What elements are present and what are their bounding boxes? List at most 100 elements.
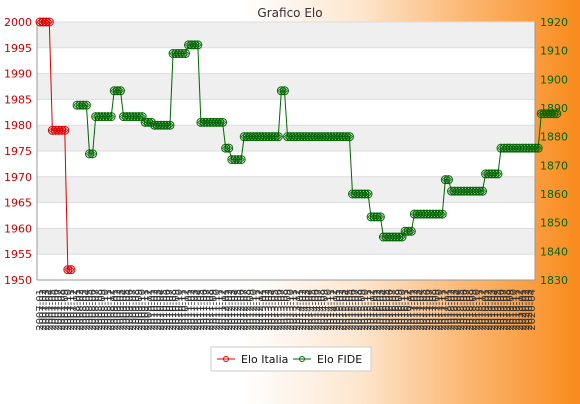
series-elo-fide-point xyxy=(422,209,432,219)
series-elo-fide-point xyxy=(149,120,159,130)
left-tick-label: 1950 xyxy=(4,274,32,287)
series-elo-italia-point xyxy=(38,17,48,27)
series-elo-fide-point xyxy=(505,143,515,153)
series-elo-fide-point xyxy=(323,132,333,142)
series-elo-italia-point xyxy=(60,125,70,135)
x-tick-label: 2013-01 xyxy=(258,289,269,331)
series-elo-fide-point xyxy=(190,40,200,50)
x-tick-label: 2015-12 xyxy=(366,289,377,331)
series-elo-fide-point xyxy=(499,143,509,153)
x-tick-label: 2018-04 xyxy=(453,289,464,331)
series-elo-fide-point xyxy=(174,49,184,59)
series-elo-fide-point xyxy=(270,132,280,142)
x-tick-label: 2008-11 xyxy=(103,289,114,331)
x-tick-label: 2019-05 xyxy=(493,289,504,331)
x-tick-label: 2014-06 xyxy=(310,289,321,331)
x-tick-label: 2008-03 xyxy=(78,289,89,331)
right-tick-label: 1910 xyxy=(540,45,568,58)
left-tick-label: 1965 xyxy=(4,197,32,210)
series-elo-italia-point xyxy=(63,265,73,275)
x-tick-label: 2015-02 xyxy=(335,289,346,331)
series-elo-fide-point xyxy=(372,212,382,222)
x-tick-label: 2008-06 xyxy=(88,289,99,331)
series-elo-fide-point xyxy=(443,175,453,185)
series-elo-fide-point xyxy=(258,132,268,142)
series-elo-fide-marker xyxy=(438,210,446,218)
x-tick-label: 2020-03 xyxy=(524,289,535,331)
series-elo-fide-point xyxy=(214,117,224,127)
series-elo-fide-point xyxy=(366,212,376,222)
series-elo-fide-point xyxy=(252,132,262,142)
series-elo-fide-point xyxy=(431,209,441,219)
series-elo-fide-point xyxy=(354,189,364,199)
legend-label: Elo Italia xyxy=(241,353,288,366)
series-elo-fide-marker xyxy=(345,133,353,141)
x-tick-label: 2013-02 xyxy=(261,289,272,331)
series-elo-fide-point xyxy=(326,132,336,142)
x-tick-label: 2013-06 xyxy=(273,289,284,331)
x-tick-label: 2009-09 xyxy=(134,289,145,331)
series-elo-fide-point xyxy=(512,143,522,153)
x-tick-label: 2016-03 xyxy=(375,289,386,331)
series-elo-fide-point xyxy=(434,209,444,219)
series-elo-fide-point xyxy=(363,189,373,199)
series-elo-italia-point xyxy=(66,265,76,275)
right-tick-label: 1900 xyxy=(540,73,568,86)
right-tick-label: 1920 xyxy=(540,16,568,29)
x-tick-label: 2012-12 xyxy=(255,289,266,331)
series-elo-fide-point xyxy=(465,186,475,196)
series-elo-fide-point xyxy=(230,155,240,165)
x-tick-label: 2019-12 xyxy=(515,289,526,331)
axes: 1950 1955 1960 1965 1970 1975 1980 1985 1990 1995… xyxy=(4,16,568,331)
series-elo-fide-point xyxy=(385,232,395,242)
x-tick-label: 2019-11 xyxy=(512,289,523,331)
x-tick-label: 2012-04 xyxy=(230,289,241,331)
left-tick-label: 1980 xyxy=(4,119,32,132)
series-elo-fide-point xyxy=(493,169,503,179)
x-tick-label: 2012-06 xyxy=(236,289,247,331)
series-elo-fide-marker xyxy=(225,144,233,152)
series-elo-fide-point xyxy=(348,189,358,199)
x-tick-label: 2011-05 xyxy=(196,289,207,331)
x-tick-label: 2012-09 xyxy=(245,289,256,331)
series-elo-fide-point xyxy=(400,226,410,236)
x-tick-label: 2018-07 xyxy=(462,289,473,331)
x-tick-label: 2010-07 xyxy=(165,289,176,331)
x-tick-label: 2008-10 xyxy=(100,289,111,331)
x-tick-label: 2009-01 xyxy=(109,289,120,331)
x-tick-label: 2016-08 xyxy=(391,289,402,331)
series-elo-fide-point xyxy=(218,117,228,127)
left-tick-label: 1995 xyxy=(4,42,32,55)
series-elo-fide xyxy=(72,40,562,242)
series-elo-fide-point xyxy=(72,100,82,110)
series-elo-fide-point xyxy=(239,132,249,142)
x-tick-label: 2014-10 xyxy=(323,289,334,331)
x-tick-label: 2017-11 xyxy=(437,289,448,331)
series-elo-fide-point xyxy=(177,49,187,59)
series-elo-fide-point xyxy=(267,132,277,142)
x-tick-label: 2020-01 xyxy=(518,289,529,331)
x-tick-label: 2017-10 xyxy=(434,289,445,331)
series-elo-fide-point xyxy=(159,120,169,130)
series-elo-fide-point xyxy=(357,189,367,199)
series-elo-fide-point xyxy=(474,186,484,196)
x-tick-label: 2015-09 xyxy=(357,289,368,331)
x-tick-label: 2008-09 xyxy=(97,289,108,331)
series-elo-fide-point xyxy=(112,86,122,96)
series-elo-fide-point xyxy=(286,132,296,142)
series-elo-fide-point xyxy=(524,143,534,153)
series-elo-fide-point xyxy=(481,169,491,179)
x-tick-label: 2014-01 xyxy=(295,289,306,331)
series-elo-fide-marker xyxy=(89,150,97,158)
x-tick-label: 2007-09 xyxy=(60,289,71,331)
series-elo-fide-point xyxy=(304,132,314,142)
x-tick-label: 2018-05 xyxy=(456,289,467,331)
x-tick-label: 2011-06 xyxy=(199,289,210,331)
x-tick-label: 2020-04 xyxy=(527,289,538,331)
grid-band xyxy=(37,73,535,100)
x-tick-label: 2008-04 xyxy=(81,289,92,331)
x-tick-label: 2019-04 xyxy=(490,289,501,331)
right-tick-label: 1830 xyxy=(540,274,568,287)
x-tick-label: 2008-08 xyxy=(94,289,105,331)
